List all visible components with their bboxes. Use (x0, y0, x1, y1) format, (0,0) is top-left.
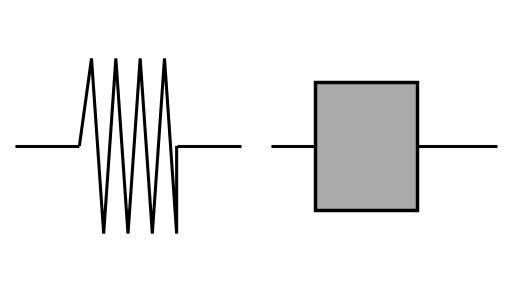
Bar (315, 82, 417, 210)
